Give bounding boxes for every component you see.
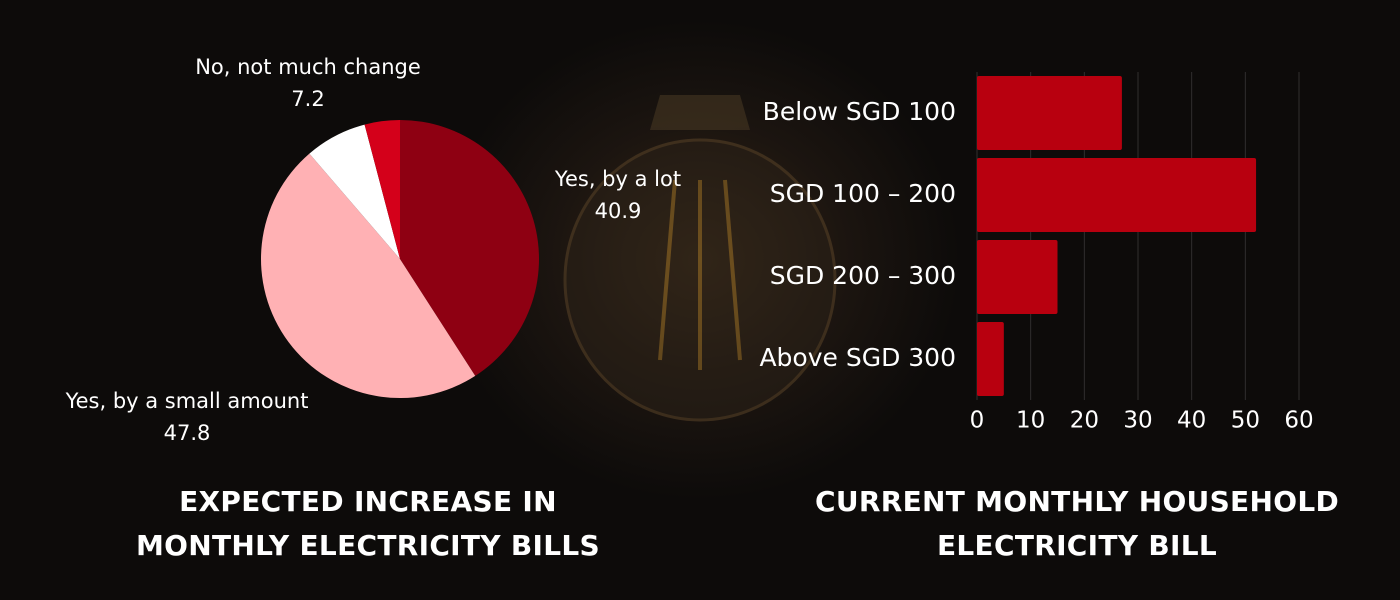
x-tick-label: 0 (970, 408, 985, 434)
slice-label: Yes, by a lot (554, 167, 681, 191)
x-tick-label: 10 (1016, 408, 1045, 434)
bar (977, 158, 1257, 232)
x-tick-label: 30 (1123, 408, 1152, 434)
chart-title: CURRENT MONTHLY HOUSEHOLD ELECTRICITY BI… (814, 485, 1340, 562)
bar (977, 240, 1058, 314)
slice-value-label: 40.9 (595, 199, 642, 223)
pie-slice (260, 153, 476, 399)
bar (977, 322, 1004, 396)
slice-label: No, not much change (195, 55, 421, 79)
y-tick-label: Above SGD 300 (759, 343, 956, 372)
slice-value-label: 47.8 (164, 421, 211, 445)
x-tick-label: 20 (1070, 408, 1099, 434)
y-tick-label: SGD 100 – 200 (770, 179, 956, 208)
chart-title: EXPECTED INCREASE IN MONTHLY ELECTRICITY… (135, 485, 601, 562)
pie-slice (364, 120, 400, 259)
y-tick-label: Below SGD 100 (763, 97, 956, 126)
x-tick-label: 50 (1231, 408, 1260, 434)
bulb-decoration (563, 95, 837, 422)
x-tick-label: 40 (1177, 408, 1206, 434)
x-tick-label: 60 (1284, 408, 1313, 434)
y-tick-label: SGD 200 – 300 (770, 261, 956, 290)
pie-slice (309, 124, 400, 259)
slice-value-label: 7.2 (291, 87, 324, 111)
bar (977, 76, 1122, 150)
slice-label: Yes, by a small amount (65, 389, 309, 413)
pie-slice (400, 120, 539, 376)
